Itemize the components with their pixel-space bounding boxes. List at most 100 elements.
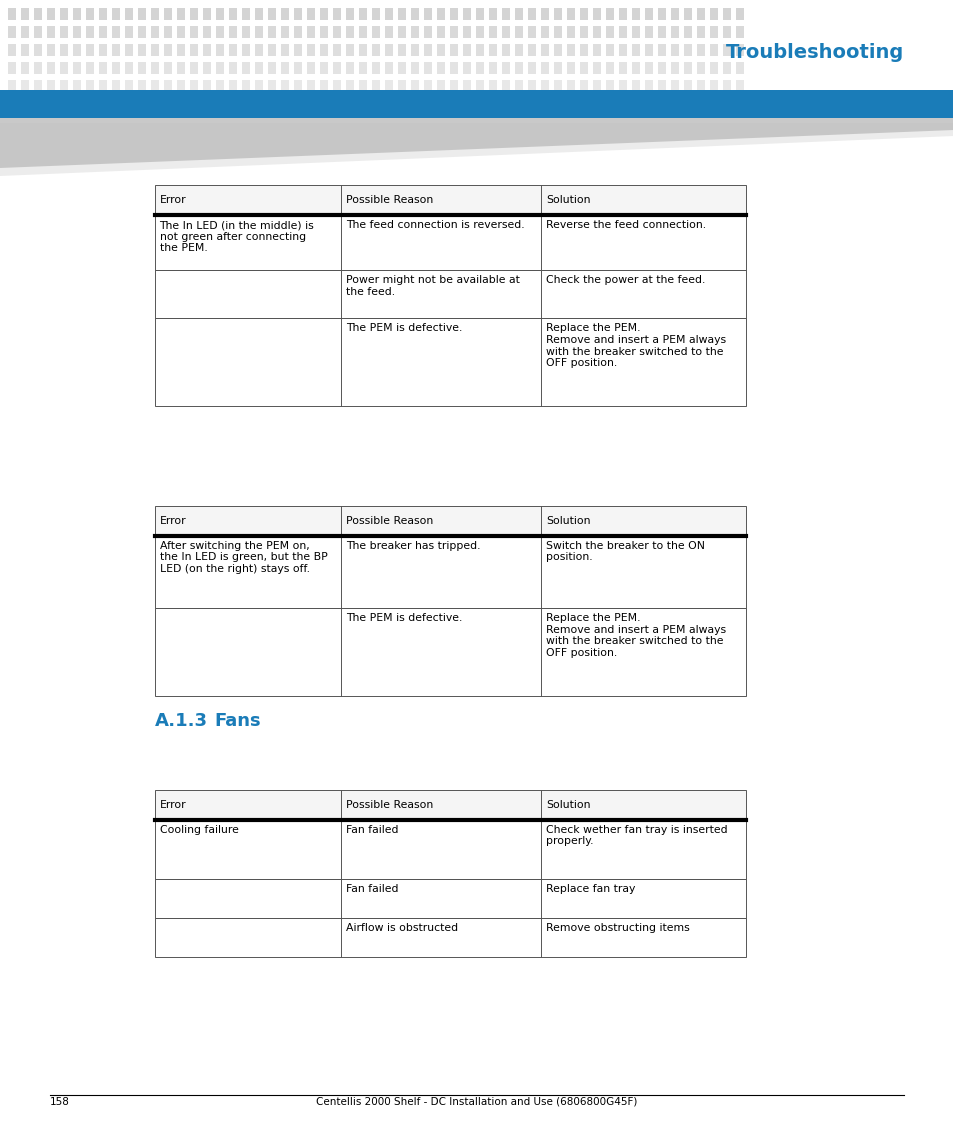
Bar (164, 26, 172, 38)
Bar (462, 80, 471, 92)
Bar (281, 80, 289, 92)
Text: Solution: Solution (545, 516, 590, 526)
Bar (554, 26, 561, 38)
Bar (358, 62, 367, 74)
Text: Remove obstructing items: Remove obstructing items (545, 923, 689, 933)
Bar (670, 80, 679, 92)
Bar (554, 62, 561, 74)
Bar (385, 26, 393, 38)
Bar (21, 26, 29, 38)
Bar (154, 185, 745, 215)
Bar (138, 26, 146, 38)
Bar (242, 44, 250, 56)
Bar (294, 80, 302, 92)
Bar (254, 8, 263, 19)
Bar (203, 44, 211, 56)
Bar (722, 80, 730, 92)
Bar (34, 80, 42, 92)
Text: Replace the PEM.
Remove and insert a PEM always
with the breaker switched to the: Replace the PEM. Remove and insert a PEM… (545, 613, 725, 657)
Bar (268, 44, 275, 56)
Bar (190, 44, 198, 56)
Bar (154, 536, 745, 608)
Bar (203, 80, 211, 92)
Bar (515, 80, 522, 92)
Bar (307, 80, 314, 92)
Bar (112, 80, 120, 92)
Bar (333, 8, 340, 19)
Bar (307, 62, 314, 74)
Bar (735, 8, 743, 19)
Bar (397, 80, 406, 92)
Bar (411, 62, 418, 74)
Bar (319, 44, 328, 56)
Bar (333, 80, 340, 92)
Text: Solution: Solution (545, 800, 590, 810)
Bar (34, 62, 42, 74)
Bar (99, 8, 107, 19)
Text: Troubleshooting: Troubleshooting (725, 42, 903, 62)
Text: Check wether fan tray is inserted
properly.: Check wether fan tray is inserted proper… (545, 824, 727, 846)
Bar (527, 80, 536, 92)
Bar (683, 26, 691, 38)
Bar (177, 80, 185, 92)
Bar (60, 44, 68, 56)
Bar (190, 26, 198, 38)
Bar (358, 80, 367, 92)
Bar (605, 26, 614, 38)
Bar (709, 62, 718, 74)
Bar (397, 62, 406, 74)
Bar (73, 62, 81, 74)
Bar (462, 26, 471, 38)
Bar (566, 80, 575, 92)
Text: Possible Reason: Possible Reason (345, 800, 433, 810)
Bar (154, 270, 745, 318)
Bar (358, 44, 367, 56)
Text: Fan failed: Fan failed (345, 884, 397, 894)
Bar (346, 62, 354, 74)
Bar (154, 820, 745, 879)
Bar (281, 44, 289, 56)
Bar (73, 26, 81, 38)
Bar (722, 8, 730, 19)
Bar (254, 26, 263, 38)
Bar (0, 90, 953, 118)
Bar (215, 44, 224, 56)
Bar (397, 8, 406, 19)
Bar (21, 8, 29, 19)
Bar (294, 62, 302, 74)
Bar (358, 26, 367, 38)
Text: Reverse the feed connection.: Reverse the feed connection. (545, 220, 705, 230)
Bar (138, 80, 146, 92)
Bar (735, 44, 743, 56)
Bar (411, 44, 418, 56)
Bar (670, 62, 679, 74)
Bar (154, 215, 745, 270)
Text: Fans: Fans (214, 712, 261, 731)
Bar (501, 8, 510, 19)
Bar (476, 80, 483, 92)
Bar (593, 62, 600, 74)
Bar (450, 62, 457, 74)
Bar (566, 26, 575, 38)
Bar (242, 26, 250, 38)
Bar (501, 62, 510, 74)
Bar (21, 80, 29, 92)
Bar (229, 62, 236, 74)
Bar (501, 44, 510, 56)
Bar (8, 26, 16, 38)
Text: Error: Error (159, 196, 186, 205)
Bar (436, 44, 444, 56)
Bar (372, 8, 379, 19)
Bar (501, 80, 510, 92)
Bar (307, 44, 314, 56)
Bar (423, 44, 432, 56)
Polygon shape (0, 123, 953, 176)
Bar (112, 8, 120, 19)
Bar (593, 8, 600, 19)
Bar (8, 44, 16, 56)
Bar (47, 44, 55, 56)
Bar (593, 44, 600, 56)
Bar (658, 44, 665, 56)
Bar (86, 26, 94, 38)
Bar (476, 26, 483, 38)
